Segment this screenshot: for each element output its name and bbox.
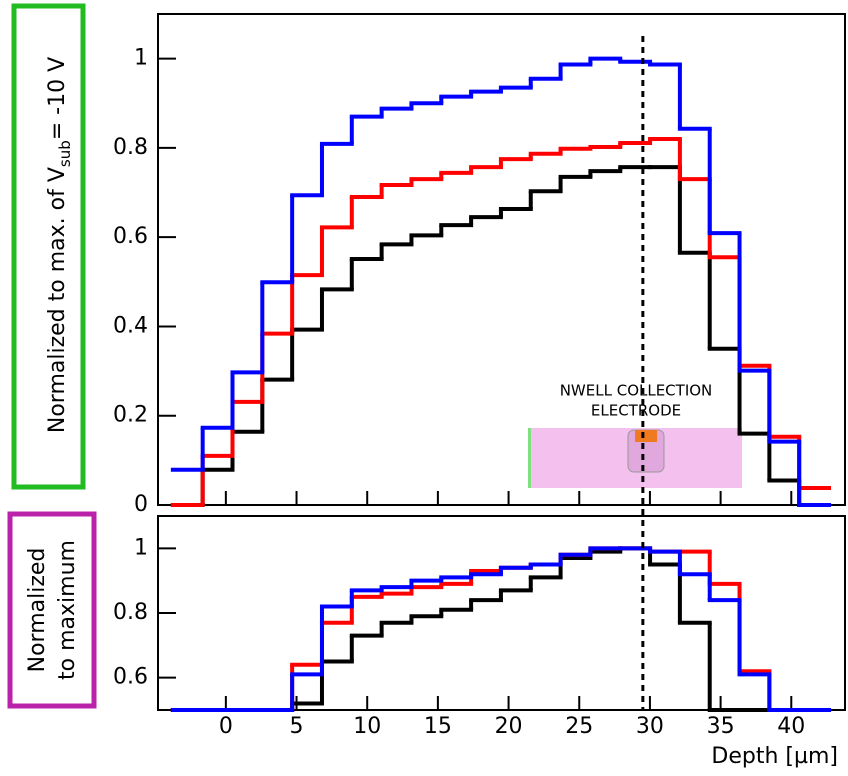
inset-label: ELECTRODE: [591, 402, 681, 420]
inset: NWELL COLLECTION ELECTRODE: [528, 382, 742, 488]
y-axis-label: Normalized: [25, 548, 50, 673]
y-tick-label: 0.6: [113, 224, 148, 249]
y-tick-label: 0.2: [113, 403, 148, 428]
x-tick-label: 20: [495, 714, 523, 739]
y-axis-label: to maximum: [55, 540, 80, 680]
x-tick-label: 0: [219, 714, 233, 739]
y-tick-label: 0.4: [113, 313, 148, 338]
y-tick-label: 0.8: [113, 135, 148, 160]
plot-frame: [157, 515, 846, 711]
x-tick-label: 5: [290, 714, 304, 739]
x-tick-label: 15: [424, 714, 452, 739]
y-tick-label: 1: [134, 46, 148, 71]
inset-edge: [528, 428, 531, 488]
x-tick-label: 10: [353, 714, 381, 739]
y-tick-label: 0.6: [113, 665, 148, 690]
y-label-box: [11, 3, 86, 490]
y-label-box: [7, 511, 97, 709]
y-axis-label: Normalized to max. of Vsub= -10 V: [45, 57, 74, 433]
y-tick-label: 0: [134, 492, 148, 517]
x-tick-label: 30: [636, 714, 664, 739]
x-tick-label: 35: [707, 714, 735, 739]
y-tick-label: 1: [134, 535, 148, 560]
x-tick-label: 25: [565, 714, 593, 739]
inset-label: NWELL COLLECTION: [560, 382, 713, 400]
x-axis-label: Depth [µm]: [711, 744, 838, 769]
plot-frame: [157, 13, 846, 506]
y-tick-label: 0.8: [113, 600, 148, 625]
inset-electrode: [635, 430, 657, 442]
x-tick-label: 40: [777, 714, 805, 739]
